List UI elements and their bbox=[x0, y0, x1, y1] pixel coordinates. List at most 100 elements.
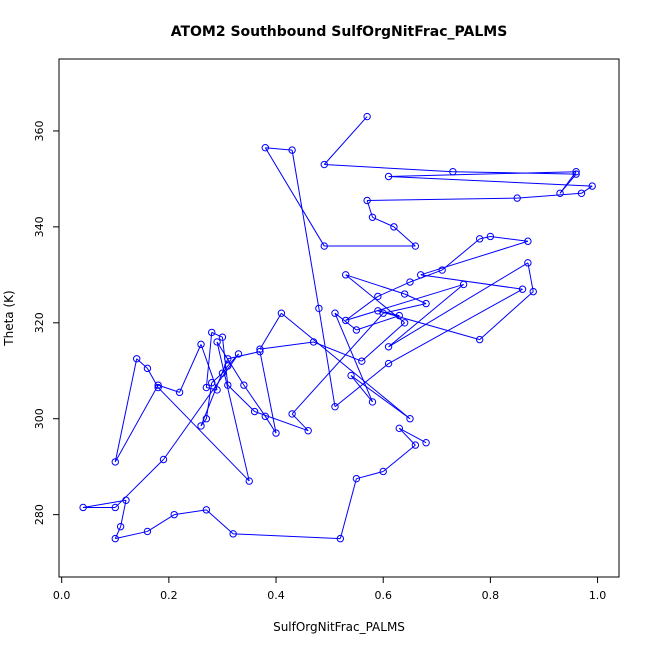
data-point bbox=[379, 467, 387, 476]
series-segment bbox=[350, 375, 411, 420]
data-point bbox=[341, 271, 350, 279]
data-point bbox=[422, 439, 430, 447]
y-tick-label: 280 bbox=[33, 504, 46, 525]
series-segment bbox=[334, 363, 389, 408]
series-segment bbox=[388, 288, 523, 365]
series-segment bbox=[490, 235, 528, 242]
data-point bbox=[368, 213, 377, 221]
data-point bbox=[159, 455, 168, 464]
data-point bbox=[218, 333, 227, 341]
x-axis: 0.0 0.2 0.4 0.6 0.8 1.0 bbox=[53, 577, 606, 602]
data-point bbox=[363, 112, 371, 121]
series-segment bbox=[339, 478, 357, 539]
series-segment bbox=[388, 171, 577, 178]
series-segment bbox=[227, 384, 255, 412]
x-axis-label: SulfOrgNitFrac_PALMS bbox=[273, 620, 405, 634]
data-point bbox=[197, 422, 205, 430]
data-point bbox=[400, 290, 409, 298]
series-segment bbox=[243, 384, 266, 417]
series-segment bbox=[206, 509, 234, 535]
data-point bbox=[475, 235, 484, 243]
data-point bbox=[406, 278, 414, 286]
data-point bbox=[352, 326, 361, 334]
series-segment bbox=[527, 262, 534, 292]
data-point bbox=[572, 168, 580, 176]
series-segment bbox=[120, 500, 127, 527]
data-point bbox=[363, 196, 371, 205]
data-point bbox=[518, 285, 527, 293]
data-point bbox=[400, 319, 409, 327]
series-segment bbox=[291, 312, 384, 415]
series-segment bbox=[383, 303, 427, 314]
series-segment bbox=[398, 427, 416, 446]
data-point bbox=[122, 496, 130, 504]
series-segment bbox=[399, 427, 427, 444]
series-segment bbox=[404, 293, 427, 305]
data-point bbox=[341, 316, 350, 325]
x-tick-label: 0.4 bbox=[267, 589, 285, 602]
series-segment bbox=[264, 147, 325, 247]
series-segment bbox=[114, 526, 122, 539]
plot-frame bbox=[58, 58, 620, 578]
data-point bbox=[449, 168, 457, 176]
data-point bbox=[154, 381, 162, 389]
series-segment bbox=[115, 530, 148, 540]
series-segment bbox=[388, 262, 529, 348]
series-segment bbox=[291, 150, 320, 309]
series-segment bbox=[157, 387, 250, 482]
data-point bbox=[234, 350, 243, 358]
data-point bbox=[384, 172, 393, 181]
data-point bbox=[395, 424, 403, 433]
series-lines bbox=[83, 116, 593, 540]
series-segment bbox=[393, 226, 416, 247]
series-segment bbox=[259, 351, 277, 434]
data-point bbox=[379, 309, 387, 317]
data-point bbox=[218, 369, 227, 377]
data-point bbox=[213, 338, 221, 346]
data-point bbox=[111, 458, 119, 466]
series-segment bbox=[441, 238, 480, 271]
data-point bbox=[111, 503, 119, 512]
series-segment bbox=[313, 341, 362, 362]
data-point bbox=[406, 415, 414, 423]
data-point bbox=[572, 170, 580, 178]
data-point bbox=[368, 398, 377, 406]
series-segment bbox=[259, 341, 314, 350]
data-point bbox=[411, 441, 420, 449]
series-segment bbox=[211, 331, 223, 338]
series-segment bbox=[281, 312, 411, 420]
data-point bbox=[320, 242, 328, 250]
series-segment bbox=[163, 353, 239, 460]
series-segment bbox=[324, 164, 453, 173]
series-segment bbox=[517, 192, 582, 199]
series-segment bbox=[205, 382, 213, 419]
data-point bbox=[202, 415, 211, 423]
series-segment bbox=[356, 315, 400, 331]
series-segment bbox=[179, 344, 202, 393]
data-point bbox=[390, 223, 398, 231]
series-segment bbox=[479, 235, 491, 240]
data-point bbox=[213, 386, 221, 394]
data-point bbox=[395, 311, 403, 320]
data-point bbox=[524, 237, 532, 245]
series-segment bbox=[114, 384, 159, 463]
y-axis-label: Theta (K) bbox=[2, 290, 16, 346]
data-point bbox=[261, 412, 270, 421]
series-segment bbox=[147, 514, 175, 532]
data-point bbox=[261, 144, 270, 152]
data-point bbox=[256, 345, 264, 353]
y-tick-label: 360 bbox=[33, 120, 46, 141]
series-segment bbox=[136, 358, 148, 369]
data-point bbox=[143, 527, 152, 536]
series-segment bbox=[323, 116, 368, 165]
data-point bbox=[331, 403, 339, 411]
data-point bbox=[224, 381, 232, 389]
data-point bbox=[175, 388, 184, 397]
data-point bbox=[513, 194, 521, 202]
data-point bbox=[556, 189, 564, 197]
series-segment bbox=[200, 344, 218, 391]
series-segment bbox=[216, 341, 250, 482]
series-segment bbox=[222, 365, 229, 374]
x-tick-label: 1.0 bbox=[589, 589, 607, 602]
data-point bbox=[336, 534, 345, 543]
